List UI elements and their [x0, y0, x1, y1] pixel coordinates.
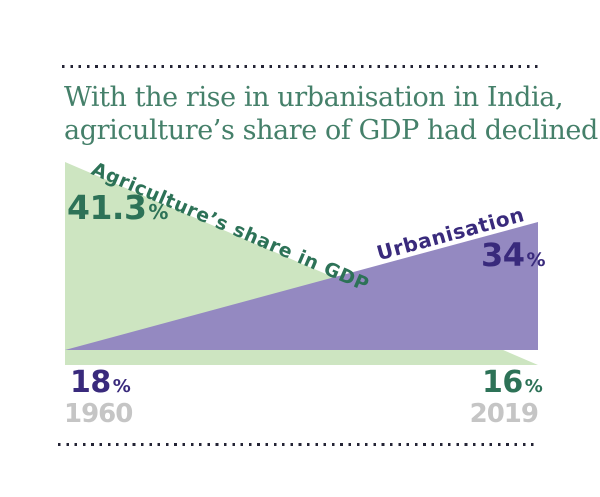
chart-title: With the rise in urbanisation in India, … — [64, 81, 598, 147]
top-dotted-divider — [62, 65, 539, 68]
urbanisation-start-number: 18 — [70, 365, 111, 400]
percent-sign: % — [112, 376, 131, 397]
urbanisation-end-number: 34 — [481, 236, 525, 274]
urbanisation-start-value: 18 % — [70, 365, 131, 400]
chart-title-line1: With the rise in urbanisation in India, — [64, 82, 564, 113]
bottom-dotted-divider — [58, 443, 538, 446]
agriculture-end-value: 16 % — [482, 365, 543, 400]
percent-sign: % — [526, 249, 546, 271]
urbanisation-end-value: 34 % — [481, 236, 546, 274]
agriculture-start-value: 41.3 % — [67, 188, 168, 227]
agriculture-end-number: 16 — [482, 365, 523, 400]
percent-sign: % — [148, 200, 169, 224]
urbanisation-area-shape — [65, 222, 538, 350]
year-label-end: 2019 — [469, 399, 539, 429]
agriculture-start-number: 41.3 — [67, 188, 147, 227]
area-chart — [65, 162, 538, 365]
chart-title-line2: agriculture’s share of GDP had declined — [64, 115, 598, 146]
percent-sign: % — [524, 376, 543, 397]
year-label-start: 1960 — [64, 399, 133, 429]
